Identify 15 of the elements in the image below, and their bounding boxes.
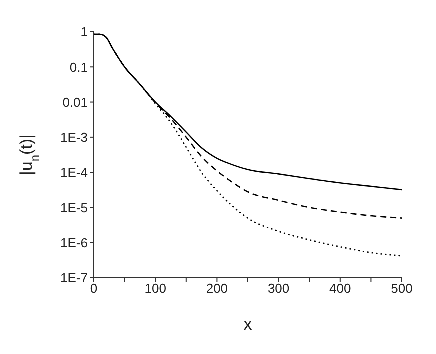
y-tick-label: 1E-4 — [60, 165, 88, 180]
y-tick-label: 1E-6 — [60, 235, 88, 250]
x-tick-label: 300 — [268, 281, 290, 296]
x-tick-label: 500 — [391, 281, 413, 296]
x-tick-label: 0 — [90, 281, 98, 296]
x-axis-title: x — [244, 315, 253, 334]
x-tick-label: 400 — [330, 281, 352, 296]
x-tick-label: 100 — [144, 281, 166, 296]
y-tick-label: 1E-7 — [60, 270, 88, 286]
y-tick-label: 1E-5 — [60, 200, 88, 216]
x-tick-label: 200 — [206, 281, 228, 296]
y-tick-label: 1E-3 — [60, 130, 88, 146]
y-tick-label: 1 — [80, 24, 88, 40]
y-tick-label: 0.1 — [70, 60, 88, 75]
y-tick-label: 0.01 — [62, 94, 88, 110]
